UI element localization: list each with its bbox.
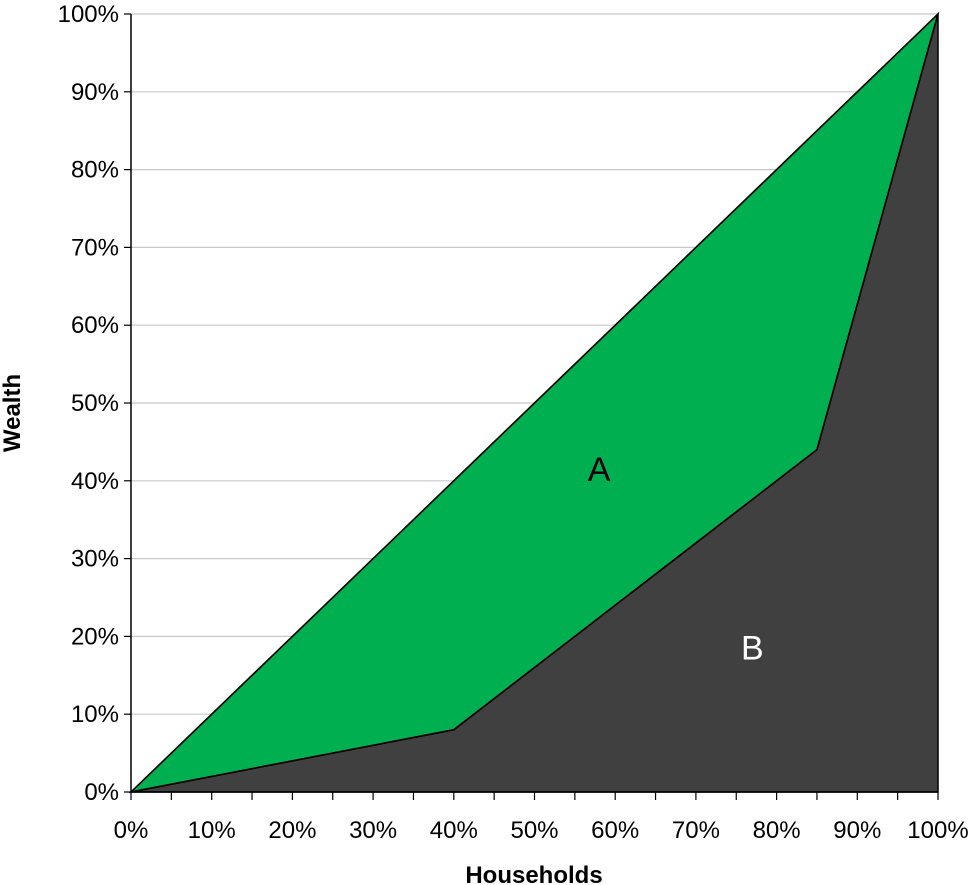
y-tick-label: 30%: [71, 546, 119, 573]
y-tick-label: 50%: [71, 390, 119, 417]
x-tick-label: 20%: [268, 817, 316, 844]
y-tick-label: 20%: [71, 623, 119, 650]
y-tick-label: 70%: [71, 234, 119, 261]
y-tick-label: 100%: [58, 1, 119, 28]
y-tick-label: 0%: [84, 779, 119, 806]
x-tick-label: 90%: [833, 817, 881, 844]
region-label-b: B: [741, 630, 764, 668]
y-tick-label: 60%: [71, 312, 119, 339]
x-tick-label: 50%: [510, 817, 558, 844]
y-tick-label: 90%: [71, 79, 119, 106]
equality-line: [130, 13, 939, 793]
y-axis-title: Wealth: [0, 374, 26, 452]
region-label-a: A: [588, 451, 611, 489]
x-tick-label: 100%: [907, 817, 968, 844]
x-tick-label: 80%: [753, 817, 801, 844]
x-tick-label: 0%: [114, 817, 149, 844]
lorenz-curve-line: [130, 13, 939, 793]
tick-labels: 0% 10% 20% 30% 40% 50% 60% 70% 80% 90% 100% 0% 10% 20…: [58, 1, 969, 844]
x-tick-label: 10%: [188, 817, 236, 844]
x-axis-title: Households: [465, 862, 602, 885]
y-tick-label: 80%: [71, 157, 119, 184]
x-tick-label: 40%: [430, 817, 478, 844]
x-tick-label: 30%: [349, 817, 397, 844]
chart-areas: AB: [128, 11, 940, 794]
axes: [124, 13, 939, 800]
y-tick-label: 40%: [71, 468, 119, 495]
y-tick-label: 10%: [71, 701, 119, 728]
x-tick-label: 70%: [672, 817, 720, 844]
x-tick-label: 60%: [591, 817, 639, 844]
